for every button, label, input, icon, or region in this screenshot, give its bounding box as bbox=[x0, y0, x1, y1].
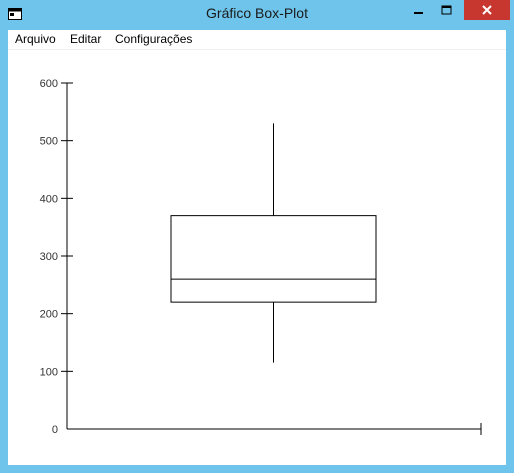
window-title: Gráfico Box-Plot bbox=[206, 5, 308, 21]
app-icon[interactable] bbox=[8, 8, 22, 20]
maximize-icon bbox=[441, 5, 452, 15]
chart-area: 0 100 200 300 400 500 600 bbox=[8, 50, 506, 465]
y-tick-label: 0 bbox=[52, 424, 58, 436]
y-tick-label: 100 bbox=[40, 366, 58, 378]
minimize-button[interactable] bbox=[405, 0, 433, 20]
maximize-button[interactable] bbox=[433, 0, 461, 20]
close-icon bbox=[482, 5, 492, 15]
minimize-icon bbox=[414, 12, 423, 14]
y-tick-label: 500 bbox=[40, 136, 58, 148]
interquartile-box bbox=[170, 215, 377, 303]
menu-configuracoes[interactable]: Configurações bbox=[115, 32, 193, 46]
y-tick-label: 400 bbox=[40, 193, 58, 205]
title-bar[interactable]: Gráfico Box-Plot bbox=[0, 0, 514, 30]
close-button[interactable] bbox=[464, 0, 510, 20]
y-tick-label: 200 bbox=[40, 309, 58, 321]
y-tick-label: 300 bbox=[40, 251, 58, 263]
menu-editar[interactable]: Editar bbox=[70, 32, 102, 46]
menu-bar: Arquivo Editar Configurações bbox=[8, 30, 506, 50]
box-plot-chart: 0 100 200 300 400 500 600 bbox=[40, 78, 482, 436]
y-tick-label: 600 bbox=[40, 78, 58, 90]
menu-arquivo[interactable]: Arquivo bbox=[15, 32, 56, 46]
